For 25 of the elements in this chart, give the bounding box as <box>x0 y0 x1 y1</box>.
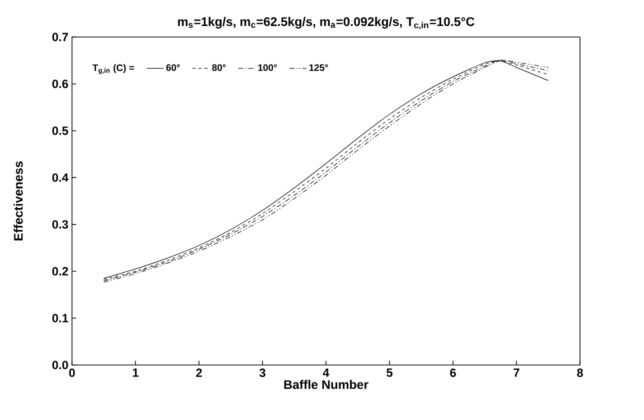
x-tick-label: 1 <box>132 368 138 377</box>
y-tick-label: 0.7 <box>52 32 68 42</box>
y-tick-label: 0.1 <box>52 314 68 322</box>
legend-title: T$_{g,in}$ (C) = <box>92 64 134 74</box>
chart-title: m$_{s}$=1kg/s, m$_{c}$=62.5kg/s, m$_{a}$=0.092kg/s, T$_{c,in}$=10.5°C <box>178 16 474 30</box>
x-tick-label: 2 <box>196 368 202 377</box>
legend-label: 60° <box>166 64 180 71</box>
y-tick-label: 0.0 <box>52 360 68 370</box>
x-tick-label: 7 <box>514 368 520 377</box>
y-tick-label: 0.5 <box>52 126 68 135</box>
x-tick-label: 6 <box>450 368 456 377</box>
x-tick-label: 4 <box>322 368 330 377</box>
x-tick-label: 3 <box>259 368 266 378</box>
y-tick-label: 0.3 <box>52 220 68 229</box>
x-axis-title: Baffle Number <box>284 380 368 390</box>
x-tick-label: 8 <box>577 368 583 377</box>
y-axis-title: Effectiveness <box>14 161 23 240</box>
legend-label: 80° <box>212 64 226 71</box>
y-tick-label: 0.4 <box>52 173 68 182</box>
legend-label: 100° <box>258 64 277 71</box>
x-tick-label: 0 <box>69 368 75 377</box>
y-tick-label: 0.2 <box>52 267 68 276</box>
x-tick-label: 5 <box>386 368 392 377</box>
y-tick-label: 0.6 <box>52 80 68 88</box>
legend-label: 125° <box>309 64 328 71</box>
